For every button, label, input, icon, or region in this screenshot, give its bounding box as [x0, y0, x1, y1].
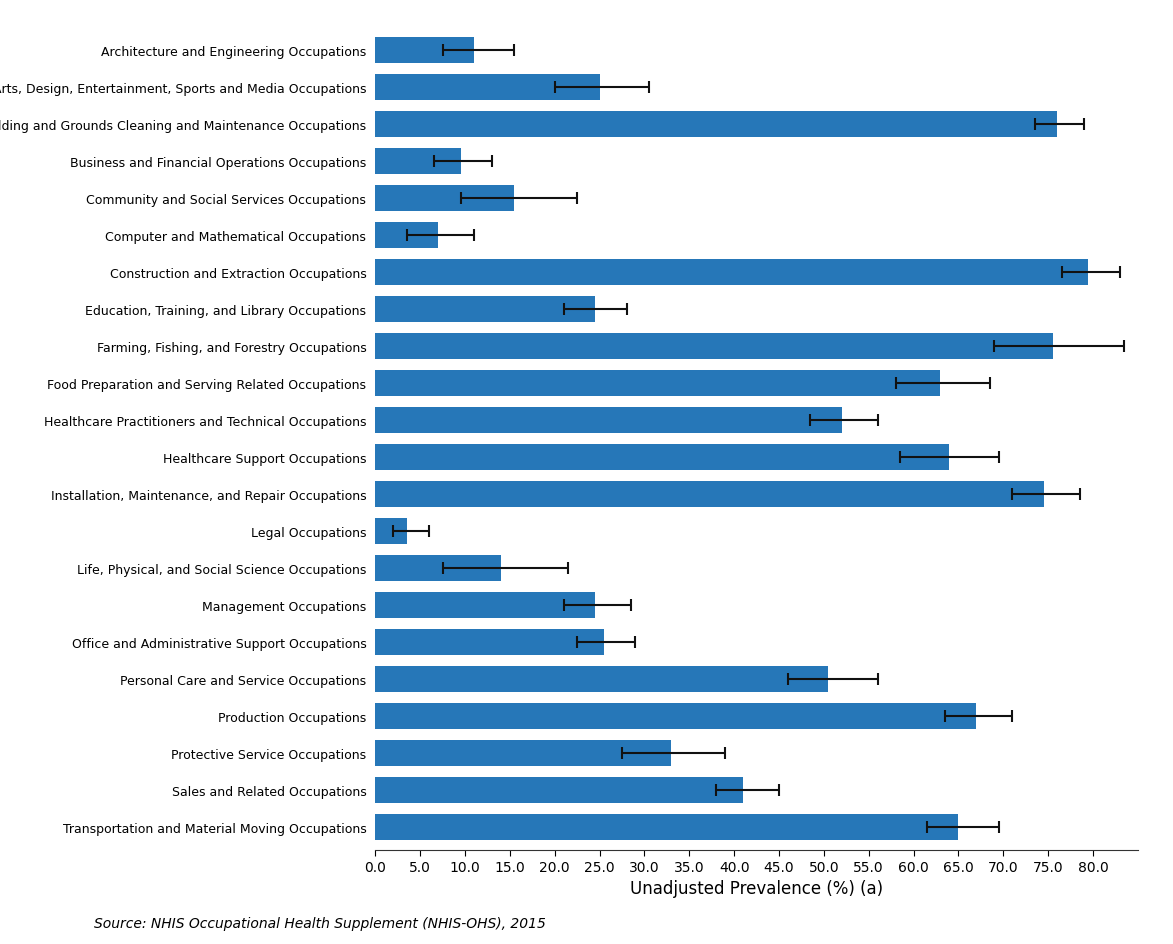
Bar [375, 666, 828, 692]
Bar [375, 408, 842, 433]
Bar [375, 778, 744, 803]
Bar [375, 296, 595, 323]
Bar [375, 260, 1089, 285]
Bar [375, 445, 949, 470]
Bar [375, 38, 474, 63]
Bar [375, 148, 461, 175]
Bar [375, 75, 599, 100]
X-axis label: Unadjusted Prevalence (%) (a): Unadjusted Prevalence (%) (a) [630, 880, 883, 898]
Bar [375, 223, 439, 248]
Bar [375, 186, 515, 211]
Text: Source: NHIS Occupational Health Supplement (NHIS-OHS), 2015: Source: NHIS Occupational Health Supplem… [94, 916, 545, 930]
Bar [375, 111, 1057, 138]
Bar [375, 740, 671, 767]
Bar [375, 371, 941, 396]
Bar [375, 518, 407, 545]
Bar [375, 333, 1052, 360]
Bar [375, 481, 1044, 508]
Bar [375, 555, 501, 582]
Bar [375, 630, 604, 655]
Bar [375, 703, 976, 730]
Bar [375, 593, 595, 618]
Bar [375, 815, 958, 840]
